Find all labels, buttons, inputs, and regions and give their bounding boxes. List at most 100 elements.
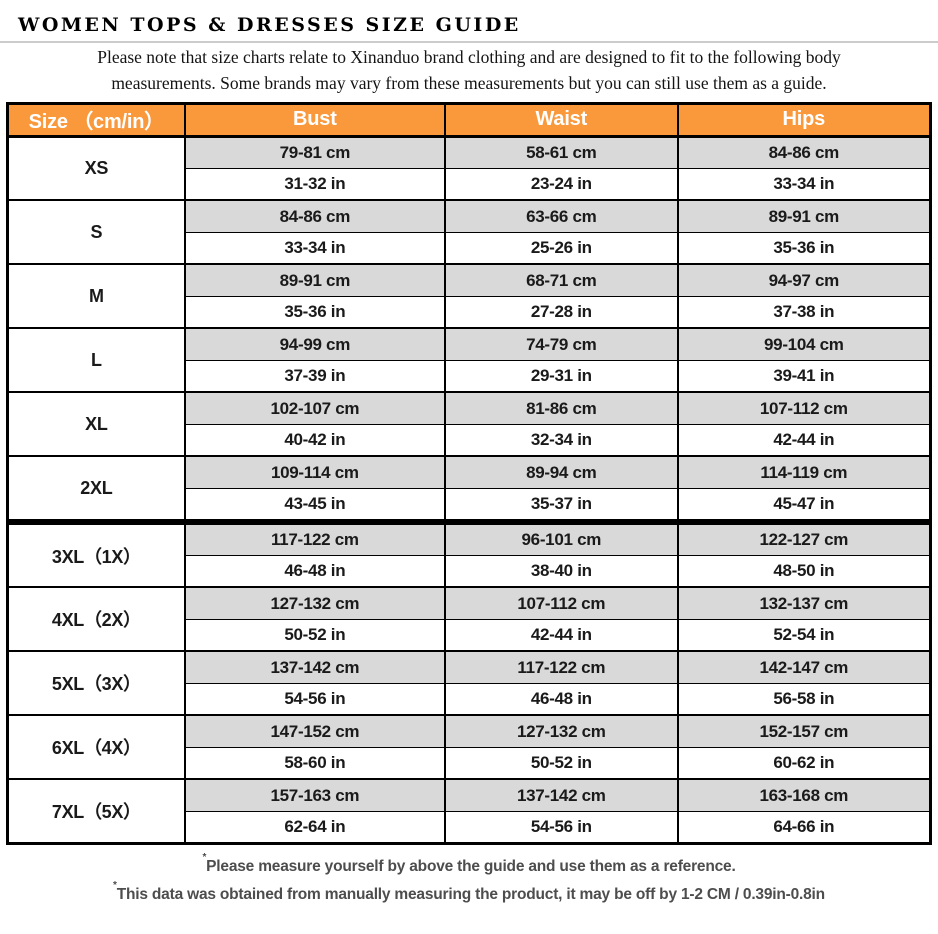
4xl-2x-hips-cm-value: 132-137 cm bbox=[676, 586, 932, 620]
5xl-3x-waist-cm-value: 117-122 cm bbox=[443, 650, 679, 684]
3xl-1x-bust-in-value: 46-48 in bbox=[183, 555, 446, 589]
col-header-waist: Waist bbox=[443, 102, 679, 138]
size-cell-7xl-5x: 7XL（5X） bbox=[6, 778, 186, 844]
row-m-in: 35-36 in 27-28 in 37-38 in bbox=[8, 296, 932, 330]
note-text: This data was obtained from manually mea… bbox=[116, 886, 825, 904]
s-waist-cm-value: 63-66 cm bbox=[443, 199, 679, 233]
row-m-cm: M 89-91 cm 68-71 cm 94-97 cm bbox=[6, 263, 932, 329]
7xl-5x-bust-cm-value: 157-163 cm bbox=[183, 778, 446, 812]
col-header-size: Size （cm/in） bbox=[6, 102, 186, 138]
row-4xl-2x-in: 50-52 in 42-44 in 52-54 in bbox=[8, 619, 932, 653]
subtitle-line-1: Please note that size charts relate to X… bbox=[97, 47, 841, 67]
col-header-bust: Bust bbox=[183, 102, 446, 138]
xl-bust-cm-value: 102-107 cm bbox=[183, 391, 446, 425]
5xl-3x-bust-in-value: 54-56 in bbox=[183, 683, 446, 717]
2xl-hips-in-value: 45-47 in bbox=[676, 488, 932, 522]
row-xs-in: 31-32 in 23-24 in 33-34 in bbox=[8, 168, 932, 202]
4xl-2x-bust-in-value: 50-52 in bbox=[183, 619, 446, 653]
row-7xl-5x-in: 62-64 in 54-56 in 64-66 in bbox=[8, 811, 932, 845]
row-xl-cm: XL 102-107 cm 81-86 cm 107-112 cm bbox=[6, 391, 932, 457]
page-title: WOMEN TOPS & DRESSES SIZE GUIDE bbox=[18, 14, 521, 36]
xs-bust-cm-value: 79-81 cm bbox=[183, 135, 446, 169]
xl-hips-in-value: 42-44 in bbox=[676, 424, 932, 458]
note-text: Please measure yourself by above the gui… bbox=[206, 857, 736, 875]
size-cell-l: L bbox=[6, 327, 186, 393]
xl-waist-cm-value: 81-86 cm bbox=[443, 391, 679, 425]
size-cell-xl: XL bbox=[6, 391, 186, 457]
xl-waist-in-value: 32-34 in bbox=[443, 424, 679, 458]
plus-size-divider-bar bbox=[6, 518, 932, 525]
m-hips-in-value: 37-38 in bbox=[676, 296, 932, 330]
3xl-1x-hips-cm-value: 122-127 cm bbox=[676, 522, 932, 556]
s-hips-cm-value: 89-91 cm bbox=[676, 199, 932, 233]
row-l-cm: L 94-99 cm 74-79 cm 99-104 cm bbox=[6, 327, 932, 393]
xs-waist-cm-value: 58-61 cm bbox=[443, 135, 679, 169]
m-hips-cm-value: 94-97 cm bbox=[676, 263, 932, 297]
6xl-4x-bust-in-value: 58-60 in bbox=[183, 747, 446, 781]
row-2xl-cm: 2XL 109-114 cm 89-94 cm 114-119 cm bbox=[6, 455, 932, 521]
row-4xl-2x-cm: 4XL（2X） 127-132 cm 107-112 cm 132-137 cm bbox=[6, 586, 932, 652]
row-3xl-1x-in: 46-48 in 38-40 in 48-50 in bbox=[8, 555, 932, 589]
xs-hips-cm-value: 84-86 cm bbox=[676, 135, 932, 169]
3xl-1x-bust-cm-value: 117-122 cm bbox=[183, 522, 446, 556]
2xl-hips-cm-value: 114-119 cm bbox=[676, 455, 932, 489]
subtitle-line-2: measurements. Some brands may vary from … bbox=[111, 72, 827, 93]
footer-notes: *Please measure yourself by above the gu… bbox=[0, 852, 938, 910]
note-measure-reference: *Please measure yourself by above the gu… bbox=[0, 852, 938, 882]
s-bust-in-value: 33-34 in bbox=[183, 232, 446, 266]
header-row: Size （cm/in） Bust Waist Hips bbox=[6, 102, 932, 138]
size-cell-4xl-2x: 4XL（2X） bbox=[6, 586, 186, 652]
5xl-3x-hips-cm-value: 142-147 cm bbox=[676, 650, 932, 684]
m-waist-cm-value: 68-71 cm bbox=[443, 263, 679, 297]
row-7xl-5x-cm: 7XL（5X） 157-163 cm 137-142 cm 163-168 cm bbox=[6, 778, 932, 844]
s-hips-in-value: 35-36 in bbox=[676, 232, 932, 266]
2xl-waist-in-value: 35-37 in bbox=[443, 488, 679, 522]
size-cell-6xl-4x: 6XL（4X） bbox=[6, 714, 186, 780]
s-waist-in-value: 25-26 in bbox=[443, 232, 679, 266]
row-xl-in: 40-42 in 32-34 in 42-44 in bbox=[8, 424, 932, 458]
4xl-2x-bust-cm-value: 127-132 cm bbox=[183, 586, 446, 620]
l-bust-in-value: 37-39 in bbox=[183, 360, 446, 394]
xs-bust-in-value: 31-32 in bbox=[183, 168, 446, 202]
7xl-5x-waist-in-value: 54-56 in bbox=[443, 811, 679, 845]
7xl-5x-bust-in-value: 62-64 in bbox=[183, 811, 446, 845]
3xl-1x-hips-in-value: 48-50 in bbox=[676, 555, 932, 589]
row-5xl-3x-in: 54-56 in 46-48 in 56-58 in bbox=[8, 683, 932, 717]
m-bust-in-value: 35-36 in bbox=[183, 296, 446, 330]
xs-waist-in-value: 23-24 in bbox=[443, 168, 679, 202]
row-l-in: 37-39 in 29-31 in 39-41 in bbox=[8, 360, 932, 394]
s-bust-cm-value: 84-86 cm bbox=[183, 199, 446, 233]
m-waist-in-value: 27-28 in bbox=[443, 296, 679, 330]
col-header-hips: Hips bbox=[676, 102, 932, 138]
m-bust-cm-value: 89-91 cm bbox=[183, 263, 446, 297]
size-cell-xs: XS bbox=[6, 135, 186, 201]
6xl-4x-waist-in-value: 50-52 in bbox=[443, 747, 679, 781]
4xl-2x-waist-cm-value: 107-112 cm bbox=[443, 586, 679, 620]
2xl-bust-in-value: 43-45 in bbox=[183, 488, 446, 522]
row-s-in: 33-34 in 25-26 in 35-36 in bbox=[8, 232, 932, 266]
l-bust-cm-value: 94-99 cm bbox=[183, 327, 446, 361]
l-hips-cm-value: 99-104 cm bbox=[676, 327, 932, 361]
5xl-3x-bust-cm-value: 137-142 cm bbox=[183, 650, 446, 684]
size-cell-m: M bbox=[6, 263, 186, 329]
note-measurement-tolerance: *This data was obtained from manually me… bbox=[0, 881, 938, 910]
6xl-4x-waist-cm-value: 127-132 cm bbox=[443, 714, 679, 748]
6xl-4x-hips-cm-value: 152-157 cm bbox=[676, 714, 932, 748]
4xl-2x-hips-in-value: 52-54 in bbox=[676, 619, 932, 653]
xl-hips-cm-value: 107-112 cm bbox=[676, 391, 932, 425]
row-3xl-1x-cm: 3XL（1X） 117-122 cm 96-101 cm 122-127 cm bbox=[6, 522, 932, 588]
5xl-3x-hips-in-value: 56-58 in bbox=[676, 683, 932, 717]
size-cell-5xl-3x: 5XL（3X） bbox=[6, 650, 186, 716]
2xl-bust-cm-value: 109-114 cm bbox=[183, 455, 446, 489]
xl-bust-in-value: 40-42 in bbox=[183, 424, 446, 458]
l-waist-in-value: 29-31 in bbox=[443, 360, 679, 394]
3xl-1x-waist-cm-value: 96-101 cm bbox=[443, 522, 679, 556]
row-6xl-4x-cm: 6XL（4X） 147-152 cm 127-132 cm 152-157 cm bbox=[6, 714, 932, 780]
4xl-2x-waist-in-value: 42-44 in bbox=[443, 619, 679, 653]
2xl-waist-cm-value: 89-94 cm bbox=[443, 455, 679, 489]
title-divider bbox=[0, 41, 938, 43]
plus-size-divider bbox=[6, 518, 932, 525]
7xl-5x-hips-cm-value: 163-168 cm bbox=[676, 778, 932, 812]
row-2xl-in: 43-45 in 35-37 in 45-47 in bbox=[8, 488, 932, 522]
